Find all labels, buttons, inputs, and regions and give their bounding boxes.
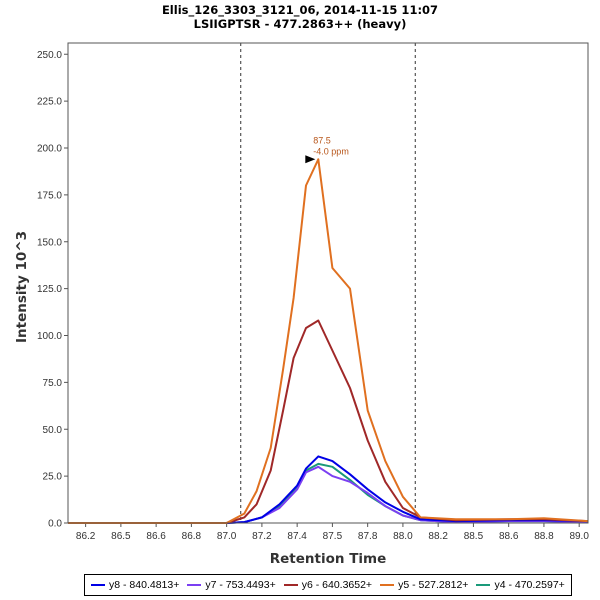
legend-swatch bbox=[91, 583, 105, 587]
y-tick-label: 125.0 bbox=[37, 284, 62, 295]
y-tick-label: 225.0 bbox=[37, 97, 62, 108]
series-layer bbox=[68, 158, 589, 524]
chart-title: Ellis_126_3303_3121_06, 2014-11-15 11:07 bbox=[162, 3, 438, 18]
legend-swatch bbox=[476, 583, 491, 587]
x-axis-ticks: 86.2 86.5 86.6 86.8 87.0 87.2 87.4 87.5 87.8 88.0… bbox=[76, 523, 589, 542]
legend-item: y7 - 753.4493+ bbox=[187, 579, 276, 591]
legend-label: y7 - 753.4493+ bbox=[205, 579, 276, 591]
x-axis-label: Retention Time bbox=[270, 551, 387, 567]
chart-subtitle: LSIIGPTSR - 477.2863++ (heavy) bbox=[194, 17, 407, 31]
legend-label: y4 - 470.2597+ bbox=[494, 579, 565, 591]
x-tick-label: 86.8 bbox=[182, 531, 202, 542]
y-tick-label: 25.0 bbox=[43, 472, 63, 483]
x-tick-label: 88.8 bbox=[534, 531, 554, 542]
legend-label: y6 - 640.3652+ bbox=[301, 579, 373, 591]
legend: y8 - 840.4813+ y7 - 753.4493+ y6 - 640.365… bbox=[84, 574, 572, 596]
series-line-y5 bbox=[68, 158, 589, 524]
y-tick-label: 150.0 bbox=[37, 237, 62, 248]
legend-item: y6 - 640.3652+ bbox=[283, 579, 373, 591]
x-tick-label: 87.8 bbox=[358, 531, 378, 542]
x-tick-label: 86.2 bbox=[76, 531, 96, 542]
x-tick-label: 86.6 bbox=[146, 531, 166, 542]
y-axis-ticks: 0.0 25.0 50.0 75.0 100.0 125.0 150.0 175.0 200.0… bbox=[37, 50, 68, 530]
legend-swatch bbox=[380, 583, 395, 587]
legend-item: y4 - 470.2597+ bbox=[476, 579, 565, 591]
plot-frame bbox=[67, 42, 589, 524]
x-tick-label: 88.6 bbox=[499, 531, 519, 542]
y-tick-label: 250.0 bbox=[37, 50, 62, 61]
series-line-y6 bbox=[68, 319, 589, 524]
peak-boundaries bbox=[240, 43, 416, 523]
x-tick-label: 87.2 bbox=[252, 531, 272, 542]
x-tick-label: 87.4 bbox=[287, 531, 307, 542]
x-tick-label: 88.0 bbox=[393, 531, 413, 542]
y-tick-label: 175.0 bbox=[37, 190, 62, 201]
legend-label: y8 - 840.4813+ bbox=[109, 579, 180, 591]
legend-label: y5 - 527.2812+ bbox=[398, 579, 469, 591]
x-tick-label: 88.2 bbox=[428, 531, 448, 542]
series-line-y7 bbox=[68, 465, 589, 524]
legend-swatch bbox=[283, 583, 298, 587]
y-axis-label: Intensity 10^3 bbox=[14, 231, 30, 343]
y-tick-label: 50.0 bbox=[43, 425, 63, 436]
legend-item: y5 - 527.2812+ bbox=[380, 579, 468, 591]
peak-annotation-rt: 87.5 bbox=[313, 135, 331, 145]
peak-marker-icon bbox=[305, 155, 316, 164]
x-tick-label: 89.0 bbox=[569, 531, 589, 542]
peak-annotation: 87.5 -4.0 ppm bbox=[305, 135, 349, 164]
peak-annotation-ppm: -4.0 ppm bbox=[313, 146, 349, 156]
legend-item: y8 - 840.4813+ bbox=[91, 579, 179, 591]
x-tick-label: 87.0 bbox=[217, 531, 237, 542]
y-tick-label: 0.0 bbox=[48, 519, 62, 530]
legend-swatch bbox=[187, 583, 202, 587]
y-tick-label: 200.0 bbox=[37, 144, 62, 155]
x-tick-label: 86.5 bbox=[111, 531, 131, 542]
x-tick-label: 88.5 bbox=[464, 531, 484, 542]
y-tick-label: 100.0 bbox=[37, 331, 62, 342]
x-tick-label: 87.5 bbox=[323, 531, 343, 542]
y-tick-label: 75.0 bbox=[43, 378, 63, 389]
